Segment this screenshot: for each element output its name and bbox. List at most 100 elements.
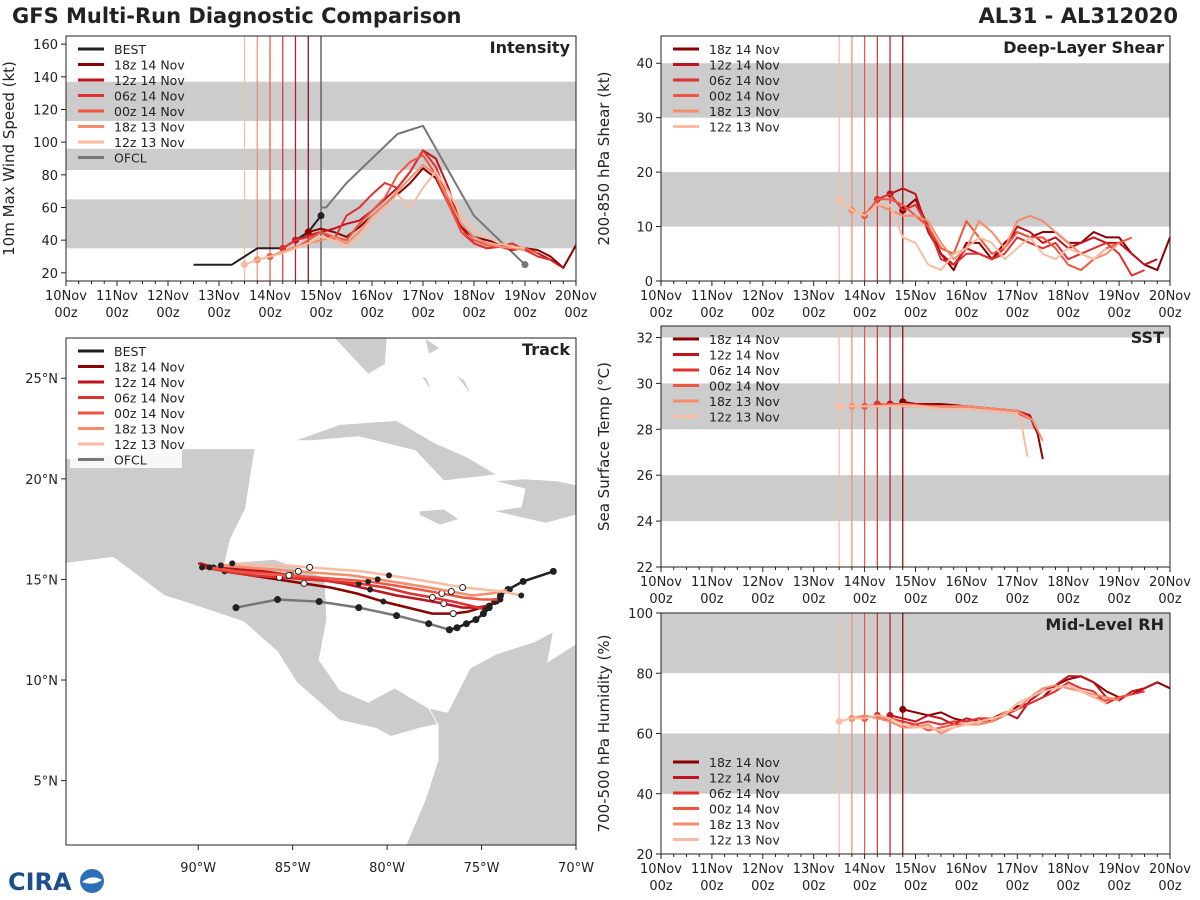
land-bahamas-2 — [420, 375, 433, 393]
track-position-marker — [447, 588, 455, 595]
track-position-marker — [285, 571, 293, 579]
rh-xtick-label: 14Nov — [844, 862, 886, 877]
rh-xtick-sublabel: 00z — [955, 879, 979, 894]
track-xtick-label: 70°W — [558, 861, 594, 876]
intensity-series-marker — [317, 212, 325, 220]
intensity-xtick-label: 10Nov — [45, 289, 87, 304]
track-legend-label: BEST — [114, 344, 146, 359]
land-bahamas-3 — [454, 373, 473, 397]
sst-series-marker — [835, 402, 843, 410]
track-legend-label: 12z 14 Nov — [114, 375, 185, 390]
shear-ylabel: 200-850 hPa Shear (kt) — [595, 72, 613, 246]
sst-xtick-sublabel: 00z — [1057, 592, 1081, 607]
shear-xtick-label: 12Nov — [742, 289, 784, 304]
rh-xtick-label: 10Nov — [640, 862, 682, 877]
track-position-marker — [445, 626, 453, 634]
shear-legend-label: 18z 13 Nov — [709, 104, 780, 119]
rh-panel: 20 40 60 80 100 10Nov 00z 11Nov 00z 12Nov 00z 13Nov… — [595, 607, 1191, 894]
sst-xtick-sublabel: 00z — [802, 592, 826, 607]
rh-xtick-label: 13Nov — [793, 862, 835, 877]
track-ytick-label: 20°N — [25, 473, 58, 488]
shear-xtick-sublabel: 00z — [1057, 306, 1081, 321]
sst-xtick-label: 15Nov — [895, 575, 937, 590]
track-xtick-label: 80°W — [369, 861, 405, 876]
rh-xtick-sublabel: 00z — [649, 879, 673, 894]
intensity-xtick-label: 12Nov — [147, 289, 189, 304]
shear-xtick-sublabel: 00z — [1107, 306, 1131, 321]
track-position-marker — [518, 592, 525, 599]
sst-legend-label: 12z 13 Nov — [709, 410, 780, 425]
intensity-series-line — [244, 170, 526, 266]
shear-xtick-label: 18Nov — [1047, 289, 1089, 304]
shear-panel: 0 10 20 30 40 10Nov 00z 11Nov 00z 12Nov 00z 13Nov 00… — [595, 35, 1191, 321]
rh-xtick-sublabel: 00z — [700, 879, 724, 894]
shear-xtick-sublabel: 00z — [802, 306, 826, 321]
figure-title: GFS Multi-Run Diagnostic Comparison — [12, 4, 462, 28]
shear-xtick-sublabel: 00z — [1158, 306, 1182, 321]
cira-logo: CIRA — [8, 868, 104, 896]
rh-xtick-label: 17Nov — [996, 862, 1038, 877]
sst-shade-band — [661, 326, 1170, 338]
shear-legend-label: 00z 14 Nov — [709, 89, 780, 104]
sst-ylabel: Sea Surface Temp (°C) — [595, 362, 613, 531]
sst-ytick-label: 22 — [636, 561, 653, 576]
rh-xtick-label: 11Nov — [691, 862, 733, 877]
intensity-xtick-sublabel: 00z — [54, 306, 78, 321]
cira-logo-text: CIRA — [8, 868, 72, 896]
intensity-legend-label: 12z 13 Nov — [114, 135, 185, 150]
rh-ytick-label: 100 — [628, 607, 653, 622]
rh-xtick-label: 15Nov — [895, 862, 937, 877]
shear-ytick-label: 0 — [645, 275, 653, 290]
track-position-marker — [300, 579, 308, 587]
track-position-marker — [472, 616, 480, 624]
intensity-xtick-sublabel: 00z — [156, 306, 180, 321]
sst-xtick-label: 11Nov — [691, 575, 733, 590]
rh-legend-label: 00z 14 Nov — [709, 802, 780, 817]
track-position-marker — [482, 606, 489, 613]
shear-xtick-label: 20Nov — [1149, 289, 1191, 304]
rh-shade-band — [661, 613, 1170, 674]
intensity-ytick-label: 100 — [33, 136, 58, 151]
track-position-marker — [449, 610, 457, 618]
rh-legend-label: 18z 14 Nov — [709, 755, 780, 770]
rh-xtick-sublabel: 00z — [1006, 879, 1030, 894]
track-legend-label: 00z 14 Nov — [114, 406, 185, 421]
intensity-legend-label: BEST — [114, 42, 146, 57]
track-ytick-label: 5°N — [34, 775, 59, 790]
sst-xtick-sublabel: 00z — [853, 592, 877, 607]
intensity-legend-label: 12z 14 Nov — [114, 73, 185, 88]
intensity-legend-label: OFCL — [114, 151, 147, 166]
track-position-marker — [386, 572, 392, 579]
intensity-xtick-label: 19Nov — [504, 289, 546, 304]
rh-series-line — [838, 684, 1107, 732]
sst-ytick-label: 26 — [636, 469, 653, 484]
sst-legend-label: 18z 13 Nov — [709, 394, 780, 409]
shear-shade-band — [661, 63, 1170, 118]
land-hispaniola — [492, 478, 576, 524]
track-landmass — [66, 338, 576, 845]
rh-ytick-label: 80 — [636, 667, 653, 682]
track-frame — [65, 337, 577, 846]
track-position-marker — [315, 598, 323, 606]
shear-series-marker — [835, 195, 843, 203]
intensity-xtick-label: 16Nov — [351, 289, 393, 304]
rh-ytick-label: 60 — [636, 728, 653, 743]
track-position-marker — [232, 604, 240, 612]
track-position-marker — [519, 577, 527, 585]
sst-xtick-label: 12Nov — [742, 575, 784, 590]
sst-shade-band — [661, 475, 1170, 522]
shear-legend-label: 18z 14 Nov — [709, 42, 780, 57]
land-bahamas-1 — [424, 338, 441, 355]
shear-xtick-label: 11Nov — [691, 289, 733, 304]
shear-xtick-sublabel: 00z — [1006, 306, 1030, 321]
intensity-ytick-label: 80 — [41, 169, 58, 184]
intensity-xtick-label: 15Nov — [300, 289, 342, 304]
rh-xtick-sublabel: 00z — [1057, 879, 1081, 894]
track-position-marker — [274, 596, 282, 604]
rh-legend-label: 12z 14 Nov — [709, 771, 780, 786]
shear-panel-title: Deep-Layer Shear — [1003, 38, 1164, 57]
shear-series-line — [838, 198, 1108, 272]
